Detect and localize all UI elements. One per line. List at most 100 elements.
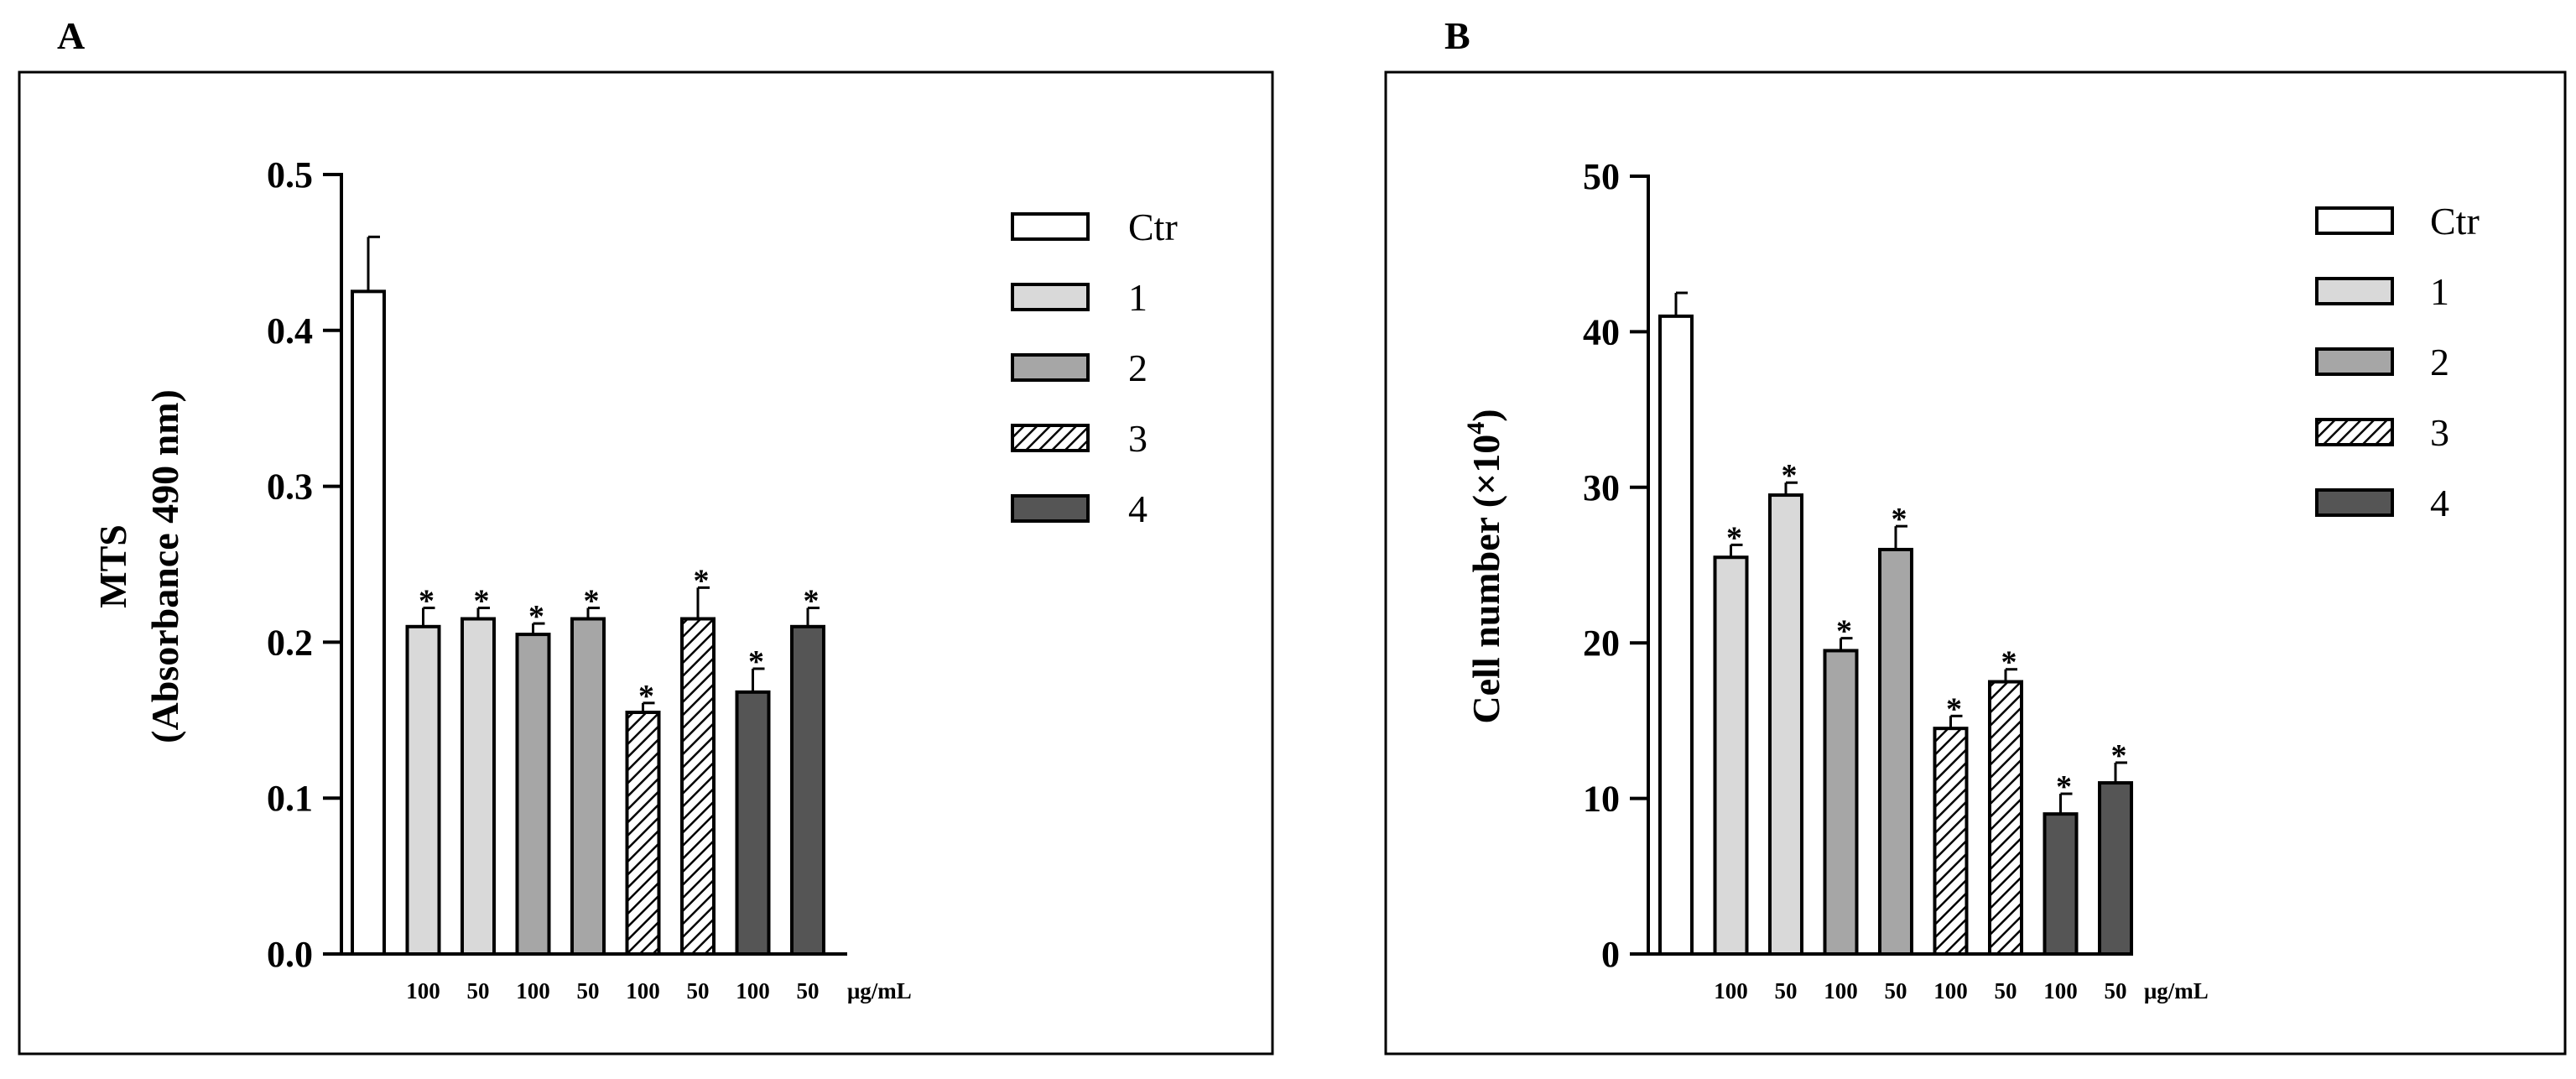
x-category-label: 100 (736, 978, 770, 1003)
legend-swatch (1011, 353, 1090, 382)
y-axis-title-b-end: ) (1465, 409, 1507, 421)
panel-letter-a: A (57, 14, 85, 57)
panel-a: A 0.0 0.1 0.2 0.3 0.4 0.5 * 100 * 50 * 100 * 50 * 100 * 5… (18, 14, 1274, 1056)
x-category-label: 50 (577, 978, 600, 1003)
bar (1658, 314, 1694, 956)
x-category-label: 100 (1714, 978, 1748, 1003)
x-category-label: 100 (1824, 978, 1858, 1003)
y-axis-title-b: Cell number (×104) (1462, 409, 1507, 723)
legend-label: 2 (2430, 341, 2449, 383)
legend-swatch (2315, 347, 2394, 376)
y-tick-label: 0.3 (267, 467, 313, 508)
x-category-label: 50 (1885, 978, 1907, 1003)
significance-star: * (1946, 691, 1962, 727)
significance-star: * (584, 584, 600, 619)
x-category-label: 100 (626, 978, 660, 1003)
y-axis-title-b-main: Cell number (×10 (1465, 435, 1507, 724)
legend-swatch (1011, 424, 1090, 452)
significance-star: * (474, 584, 490, 619)
bar (405, 624, 441, 956)
x-category-label: 50 (1995, 978, 2017, 1003)
bar (1713, 555, 1749, 956)
legend-label: 1 (1128, 276, 1147, 319)
y-tick-label: 0.0 (267, 934, 313, 975)
panel-b: B 0 10 20 30 40 50 * 100 * 50 * 100 * 50 * 100 * 50 * 100 * 5… (1384, 14, 2567, 1056)
significance-star: * (1892, 502, 1907, 537)
legend-label: 3 (1128, 417, 1147, 460)
legend-swatch (2315, 277, 2394, 305)
significance-star: * (1726, 520, 1742, 555)
y-axis-title-b-sup: 4 (1462, 422, 1490, 435)
bar (570, 617, 606, 957)
significance-star: * (1836, 614, 1852, 649)
y-axis-title-a-line1: MTS (91, 524, 134, 608)
panel-frame-b (1384, 70, 2567, 1056)
axes-b: 0 10 20 30 40 50 * 100 * 50 * 100 * 50 * 100 * 50 * 100 * 50 μ… (1583, 156, 2209, 1003)
legend-swatch (1011, 494, 1090, 523)
significance-star: * (748, 644, 764, 680)
legend-swatch (1011, 283, 1090, 311)
significance-star: * (419, 584, 435, 619)
panel-letter-b: B (1444, 14, 1470, 57)
bar (790, 624, 825, 956)
significance-star: * (2111, 738, 2127, 774)
axes-a: 0.0 0.1 0.2 0.3 0.4 0.5 * 100 * 50 * 100 * 50 * 100 * 50 *… (267, 154, 912, 1003)
y-tick-label: 20 (1583, 623, 1620, 664)
x-category-label: 50 (687, 978, 710, 1003)
y-tick-label: 0.1 (267, 778, 313, 819)
x-category-label: 50 (467, 978, 490, 1003)
y-tick-label: 0 (1601, 934, 1620, 975)
x-category-label: 100 (406, 978, 440, 1003)
legend-swatch (2315, 206, 2394, 235)
y-tick-label: 0.5 (267, 154, 313, 195)
significance-star: * (528, 599, 544, 634)
bar (1878, 547, 1913, 957)
y-tick-label: 0.4 (267, 310, 313, 352)
x-category-label: 100 (516, 978, 550, 1003)
y-tick-label: 40 (1583, 311, 1620, 352)
significance-star: * (804, 584, 820, 619)
y-tick-label: 50 (1583, 156, 1620, 197)
bar (680, 617, 716, 957)
x-unit-label: μg/mL (847, 978, 912, 1003)
legend-label: 2 (1128, 347, 1147, 389)
legend-label: 3 (2430, 411, 2449, 454)
legend-label: Ctr (1128, 206, 1178, 248)
significance-star: * (2056, 769, 2072, 805)
bar (2043, 812, 2079, 957)
bar (461, 617, 496, 957)
x-unit-label: μg/mL (2144, 978, 2209, 1003)
panel-frame-a (18, 70, 1274, 1056)
x-category-label: 50 (2105, 978, 2127, 1003)
bar (2098, 781, 2133, 956)
significance-star: * (2001, 645, 2017, 680)
legend-swatch (2315, 488, 2394, 517)
legend-swatch (2315, 418, 2394, 446)
legend-label: Ctr (2430, 200, 2480, 242)
significance-star: * (694, 563, 710, 598)
bar (1933, 727, 1969, 956)
legend-b: Ctr 1 2 3 4 (2315, 200, 2480, 524)
y-tick-label: 0.2 (267, 622, 313, 663)
x-category-label: 50 (1775, 978, 1798, 1003)
y-axis-title-a-line2: (Absorbance 490 nm) (143, 389, 186, 743)
bar (1988, 680, 2023, 956)
x-category-label: 100 (2043, 978, 2078, 1003)
legend-a: Ctr 1 2 3 4 (1011, 206, 1178, 530)
bar (625, 711, 661, 956)
x-category-label: 50 (797, 978, 820, 1003)
bar (515, 633, 551, 956)
legend-label: 4 (1128, 487, 1147, 530)
legend-swatch (1011, 212, 1090, 241)
legend-label: 4 (2430, 482, 2449, 524)
x-category-label: 100 (1933, 978, 1968, 1003)
bar (1823, 649, 1859, 956)
bar (351, 289, 386, 957)
significance-star: * (638, 679, 654, 714)
significance-star: * (1782, 458, 1798, 493)
bar (735, 690, 771, 957)
y-tick-label: 30 (1583, 467, 1620, 508)
bar (1768, 493, 1803, 956)
legend-label: 1 (2430, 270, 2449, 313)
